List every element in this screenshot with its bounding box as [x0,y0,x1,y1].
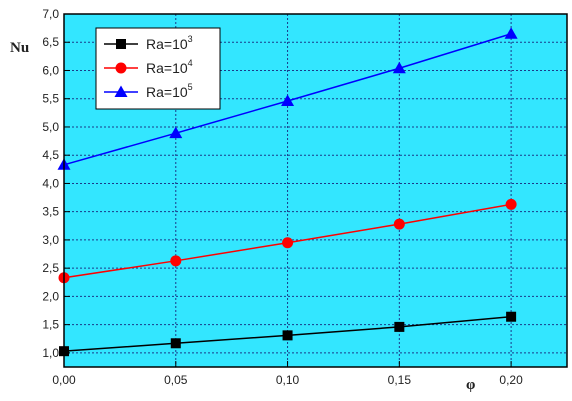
data-point [394,321,405,332]
legend-label: Ra=105 [146,82,193,100]
y-tick-label: 6,5 [42,35,59,49]
legend-marker [116,39,126,49]
plot-frame [63,13,568,368]
y-tick-label: 4,5 [42,148,59,162]
y-tick-label: 1,5 [42,318,59,332]
legend-marker [114,85,128,97]
data-point [392,61,406,74]
y-axis-title: Nu [10,40,29,56]
x-tick-label: 0,15 [388,373,412,387]
y-tick-label: 7,0 [42,7,59,21]
x-tick-label: 0,05 [164,373,188,387]
y-tick-label: 3,5 [42,205,59,219]
data-point [169,126,183,139]
y-tick-label: 2,0 [42,289,59,303]
legend-entry-1: Ra=104 [104,58,193,76]
legend-marker [115,62,127,74]
data-point [170,255,182,267]
legend-exponent: 3 [188,34,193,44]
legend: Ra=103 Ra=104 Ra=105 [95,27,221,110]
x-tick-label: 0,00 [52,373,76,387]
legend-exponent: 5 [188,82,193,92]
data-point [281,94,295,106]
data-point [393,218,405,230]
legend-entry-2: Ra=105 [104,82,193,100]
y-tick-label: 5,0 [42,120,59,134]
data-point [505,198,517,210]
y-tick-label: 6,0 [42,63,59,77]
legend-exponent: 4 [188,58,193,68]
data-point [282,237,294,249]
x-tick-label: 0,20 [499,373,523,387]
data-point [170,338,181,349]
series-1 [58,198,517,284]
y-tick-label: 4,0 [42,176,59,190]
data-point [506,311,517,322]
y-tick-label: 1,0 [42,346,59,360]
y-tick-label: 5,5 [42,92,59,106]
x-axis-title: φ [466,377,475,393]
legend-label: Ra=103 [146,34,193,52]
y-tick-label: 3,0 [42,233,59,247]
data-point [504,27,518,39]
x-tick-label: 0,10 [276,373,300,387]
legend-entry-0: Ra=103 [104,34,193,52]
gridlines [64,14,567,367]
data-point [282,330,293,341]
axis-ticks: 1,0 1,5 2,0 2,5 3,0 3,5 4,0 4,5 5,0 5,5 6,0 6,5 7,0 0… [42,7,523,387]
legend-label: Ra=104 [146,58,193,76]
y-tick-label: 2,5 [42,261,59,275]
